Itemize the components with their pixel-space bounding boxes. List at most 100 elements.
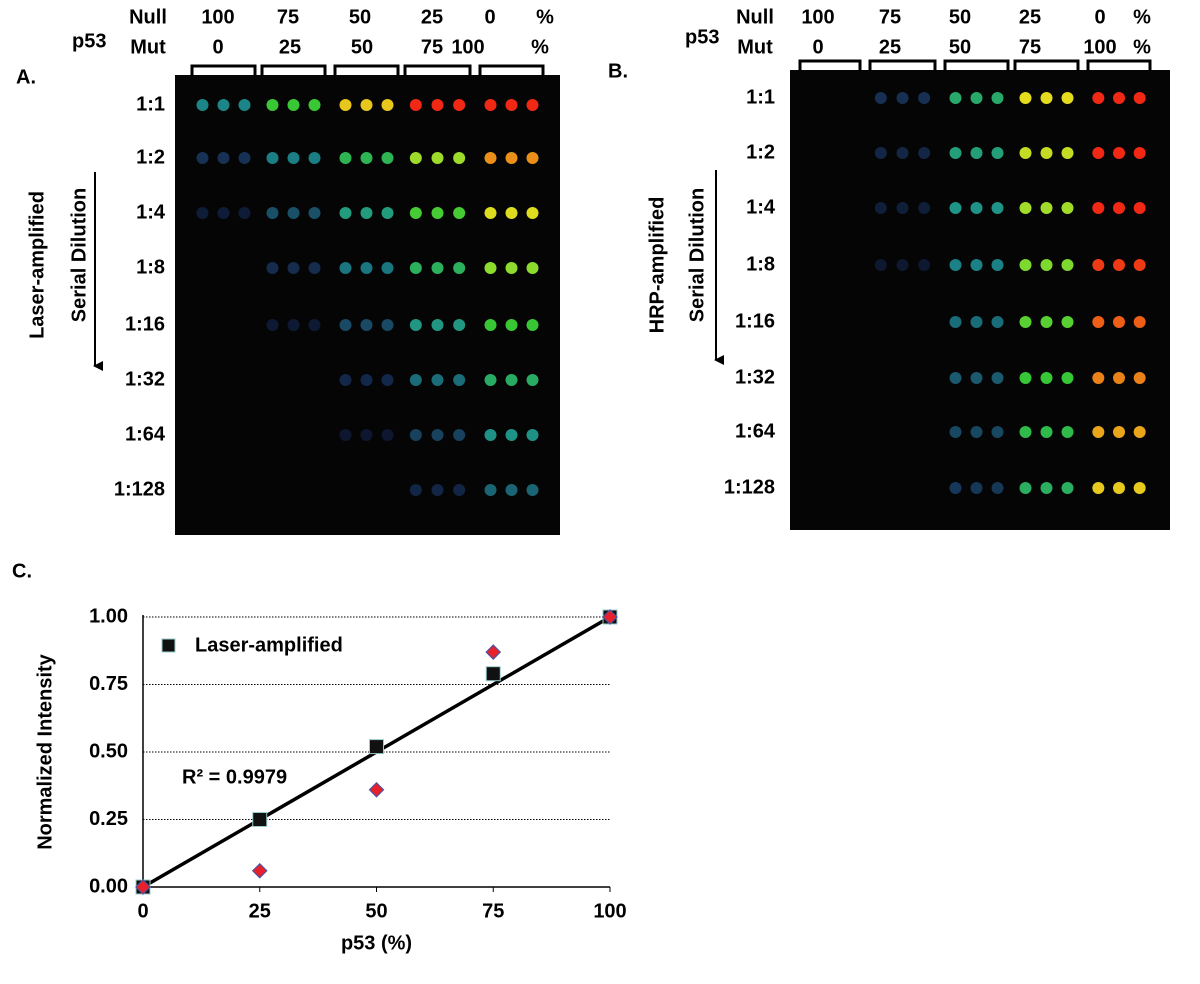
null-value: 100 bbox=[801, 6, 834, 28]
array-spot bbox=[381, 319, 394, 331]
array-spot bbox=[1113, 372, 1125, 384]
array-spot bbox=[949, 202, 962, 214]
null-value: 0 bbox=[484, 6, 495, 28]
array-spot bbox=[949, 372, 962, 384]
array-spot bbox=[1061, 259, 1074, 271]
diamond-point bbox=[135, 879, 151, 895]
array-spot bbox=[409, 374, 422, 386]
array-spot bbox=[266, 207, 279, 219]
dilution-label: 1:1 bbox=[136, 93, 165, 115]
array-spot bbox=[453, 99, 466, 111]
array-spot bbox=[308, 262, 321, 274]
array-spot bbox=[339, 262, 352, 274]
array-spot bbox=[970, 482, 983, 494]
array-spot bbox=[1061, 316, 1074, 328]
dilution-label: 1:32 bbox=[735, 366, 775, 388]
row-header: Null bbox=[736, 6, 774, 28]
x-tick-label: 0 bbox=[137, 900, 148, 922]
panel-label: B. bbox=[608, 60, 628, 82]
array-spot bbox=[431, 319, 444, 331]
array-spot bbox=[287, 319, 300, 331]
square-point bbox=[252, 812, 268, 827]
x-tick-label: 75 bbox=[482, 900, 504, 922]
array-spot bbox=[1113, 92, 1125, 104]
array-spot bbox=[505, 207, 518, 219]
array-spot bbox=[484, 207, 497, 219]
array-spot bbox=[918, 92, 931, 104]
array-spot bbox=[360, 374, 373, 386]
diamond-point bbox=[251, 862, 268, 879]
array-spot bbox=[1019, 147, 1032, 159]
array-spot bbox=[339, 152, 352, 164]
array-spot bbox=[287, 99, 300, 111]
array-spot bbox=[505, 262, 518, 274]
array-spot bbox=[991, 426, 1004, 438]
array-spot bbox=[1061, 372, 1074, 384]
bracket bbox=[1086, 59, 1152, 71]
null-value: 50 bbox=[949, 6, 971, 28]
x-axis-label: p53 (%) bbox=[341, 932, 412, 954]
array-spot bbox=[484, 429, 497, 441]
array-spot bbox=[453, 152, 466, 164]
bracket bbox=[478, 64, 545, 76]
array-spot bbox=[360, 207, 373, 219]
dilution-label: 1:128 bbox=[724, 476, 775, 498]
y-tick-label: 0.50 bbox=[89, 740, 128, 762]
mut-value: 75 bbox=[1019, 36, 1041, 58]
method-label: Laser-amplified bbox=[26, 191, 48, 339]
array-spot bbox=[1092, 372, 1105, 384]
array-spot bbox=[1019, 372, 1032, 384]
bracket bbox=[943, 59, 1010, 71]
array-spot bbox=[1113, 202, 1125, 214]
dilution-label: 1:2 bbox=[136, 146, 165, 168]
mut-value: 100 bbox=[1083, 36, 1116, 58]
array-spot bbox=[339, 319, 352, 331]
array-spot bbox=[1019, 482, 1032, 494]
array-spot bbox=[991, 482, 1004, 494]
array-spot bbox=[266, 319, 279, 331]
array-spot bbox=[431, 429, 444, 441]
square-point bbox=[369, 739, 384, 755]
mut-value: 25 bbox=[879, 36, 901, 58]
array-spot bbox=[526, 429, 539, 441]
null-value: % bbox=[1133, 6, 1151, 28]
array-spot bbox=[1061, 482, 1074, 494]
array-spot bbox=[484, 374, 497, 386]
mut-value: 0 bbox=[812, 36, 823, 58]
array-spot bbox=[217, 99, 230, 111]
array-spot bbox=[970, 202, 983, 214]
array-spot bbox=[1061, 92, 1074, 104]
null-value: % bbox=[536, 6, 554, 28]
x-tick-label: 50 bbox=[365, 900, 387, 922]
y-tick-label: 0.00 bbox=[89, 875, 128, 897]
array-spot bbox=[360, 152, 373, 164]
row-header: Mut bbox=[130, 36, 166, 58]
array-spot bbox=[339, 374, 352, 386]
array-spot bbox=[918, 259, 931, 271]
array-spot bbox=[1092, 202, 1105, 214]
array-spot bbox=[896, 202, 909, 214]
diamond-point bbox=[485, 644, 502, 660]
null-value: 75 bbox=[879, 6, 901, 28]
dilution-label: 1:4 bbox=[136, 201, 166, 223]
array-spot bbox=[949, 259, 962, 271]
array-spot bbox=[1019, 426, 1032, 438]
dilution-label: 1:64 bbox=[125, 423, 166, 445]
array-spot bbox=[339, 207, 352, 219]
array-spot bbox=[970, 92, 983, 104]
array-spot bbox=[918, 147, 931, 159]
y-axis-label: Normalized Intensity bbox=[34, 653, 56, 849]
bracket bbox=[868, 59, 937, 71]
array-spot bbox=[217, 152, 230, 164]
legend-swatch bbox=[161, 638, 176, 653]
null-value: 75 bbox=[277, 6, 299, 28]
diamond-point bbox=[368, 781, 385, 798]
bracket bbox=[798, 59, 862, 71]
array-spot bbox=[431, 262, 444, 274]
legend-label: Laser-amplified bbox=[195, 634, 343, 656]
dilution-label: 1:2 bbox=[746, 141, 775, 163]
array-spot bbox=[526, 99, 539, 111]
array-spot bbox=[949, 92, 962, 104]
array-spot bbox=[1019, 316, 1032, 328]
